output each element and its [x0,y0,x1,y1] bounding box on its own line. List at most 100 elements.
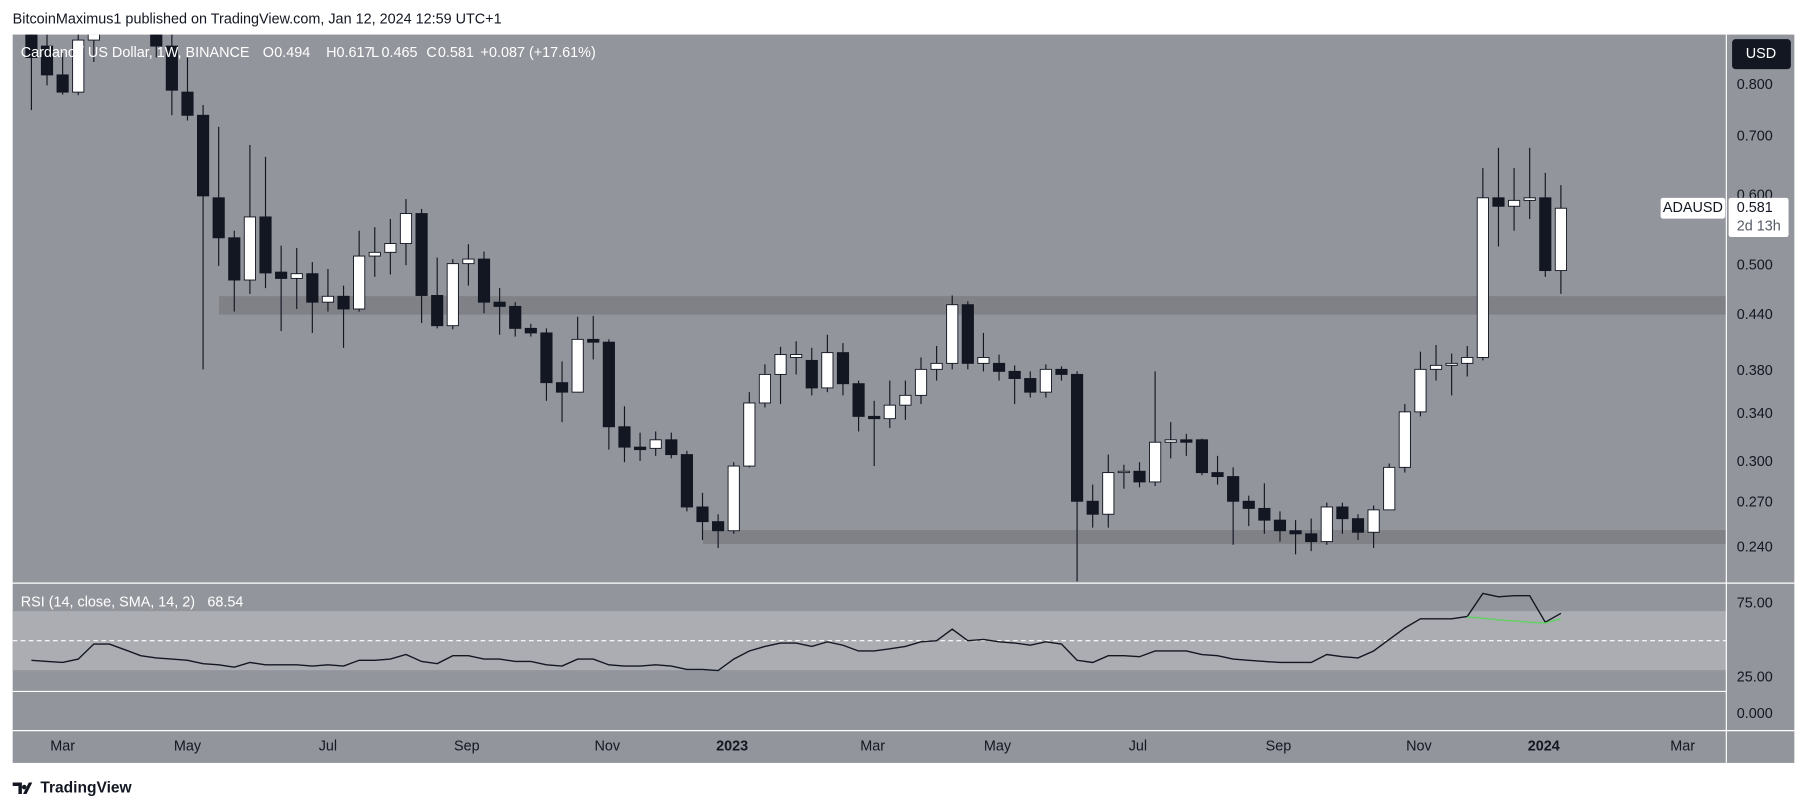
candle-body [758,373,772,404]
candle-body [1242,500,1255,509]
candle-body [914,368,928,396]
x-tick-label: May [984,739,1012,755]
ohlc-label: C [426,45,436,61]
candle-body [493,301,506,307]
candle-body [571,338,584,393]
last-price: 0.581 [1737,200,1773,216]
change-value: +0.087 (+17.61%) [481,45,596,61]
y-tick-label: 0.800 [1737,77,1773,93]
symbol-tag [1660,197,1726,219]
rsi-pane [12,592,1727,672]
candle-body [790,354,803,358]
countdown: 2d 13h [1737,218,1781,234]
open-value: 0.494 [274,45,310,61]
candle-body [852,383,865,417]
y-tick-label: 75.00 [1737,596,1773,612]
candle-body [1476,197,1489,358]
candle-body [165,45,178,91]
currency-button[interactable] [1732,39,1791,70]
rsi-line [1467,616,1562,624]
candle-body [337,295,350,310]
candle-body [1461,357,1474,364]
candle-body [1149,441,1162,483]
candle-body [368,251,381,257]
candle-body [1367,509,1380,533]
candle-body [353,255,366,310]
candle-body [25,34,38,59]
currency-label[interactable]: USD [1746,46,1776,62]
candle-body [1554,207,1567,272]
candle-body [602,341,615,428]
x-tick-label: 2023 [716,739,748,755]
close-value: 0.581 [438,45,474,61]
candle-body [446,263,459,327]
y-tick-label: 0.300 [1737,454,1773,470]
y-tick-label: 0.270 [1737,494,1773,510]
candle-body [243,216,256,281]
brand-name: TradingView [40,779,132,796]
candle-body [1024,378,1037,393]
low-value: 0.465 [381,45,417,61]
published-line: BitcoinMaximus1 published on TradingView… [13,11,502,27]
candle-body [1398,411,1411,468]
candle-body [992,362,1006,372]
symbol-title: Cardano / US Dollar, 1W, BINANCE [21,45,250,61]
candle-body [509,305,522,329]
candle-body [1507,199,1521,207]
rsi-title: RSI (14, close, SMA, 14, 2) [21,595,195,611]
candle-body [321,295,335,303]
candle-body [961,304,974,364]
candle-body [1492,197,1505,207]
candle-body [212,197,225,239]
x-tick-label: Jul [1129,739,1147,755]
ohlc-label: L [371,45,379,61]
ohlc-label: O [263,45,274,61]
support-zone [702,530,1727,544]
ohlc-label: H [326,45,336,61]
x-tick-label: Jul [319,739,337,755]
candle-body [805,359,818,389]
candle-body [1195,439,1209,474]
candle-body [946,304,959,364]
y-tick-label: 0.500 [1737,258,1773,274]
x-tick-label: Nov [595,739,621,755]
x-tick-label: 2024 [1528,739,1560,755]
candle-body [72,39,85,93]
candle-body [1539,197,1552,272]
candle-body [540,332,553,384]
candle-body [618,426,631,448]
price-pane [25,34,1727,582]
candle-body [696,506,709,523]
candle-body [821,352,834,389]
candle-body [1180,439,1193,443]
candle-body [665,439,678,456]
candle-body [40,45,54,76]
candle-body [1102,472,1115,515]
price-tag [1728,197,1789,238]
candle-body [1227,476,1240,502]
candle-body [477,258,491,303]
x-tick-label: Mar [1670,739,1695,755]
candle-body [1086,500,1099,515]
candle-body [1055,368,1068,375]
candle-body [1289,530,1302,535]
high-value: 0.617 [337,45,373,61]
y-tick-label: 0.380 [1737,363,1773,379]
candle-body [1008,370,1021,379]
candle-body [680,454,693,508]
candle-body [275,271,288,279]
candle-body [384,243,397,253]
rsi-value: 68.54 [207,595,243,611]
x-tick-label: Mar [860,739,885,755]
y-tick-label: 25.00 [1737,669,1773,685]
candle-body [1351,518,1365,533]
candle-body [1164,439,1177,443]
x-tick-label: May [174,739,202,755]
candle-body [306,273,319,303]
candle-body [259,216,272,274]
candle-body [649,439,662,449]
candle-body [1320,506,1333,543]
candle-body [1273,519,1287,532]
candle-body [415,213,428,296]
